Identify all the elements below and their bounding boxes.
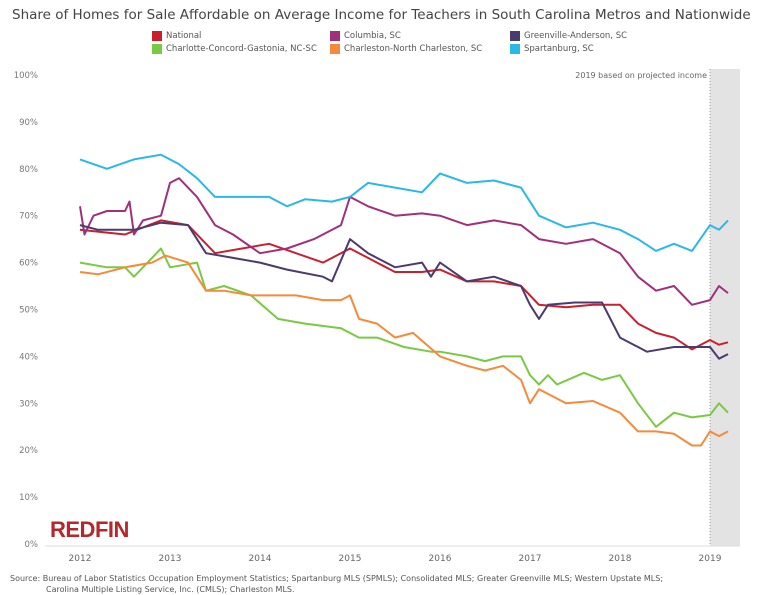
y-tick-label: 70% (19, 212, 38, 222)
legend-label: Spartanburg, SC (524, 44, 594, 54)
x-tick-label: 2015 (339, 554, 362, 564)
legend-swatch (152, 31, 162, 41)
legend-label: Columbia, SC (344, 31, 401, 41)
legend-item: Charleston-North Charleston, SC (330, 44, 510, 54)
y-tick-label: 50% (19, 306, 38, 316)
legend-item: National (152, 31, 330, 41)
redfin-logo: REDFIN (50, 517, 129, 542)
x-tick-label: 2018 (609, 554, 632, 564)
legend-item: Columbia, SC (330, 31, 510, 41)
x-tick-label: 2019 (699, 554, 722, 564)
series-line-national (79, 219, 729, 351)
legend-item: Greenville-Anderson, SC (510, 31, 690, 41)
x-tick-label: 2016 (429, 554, 452, 564)
legend-label: Greenville-Anderson, SC (524, 31, 628, 41)
legend-swatch (152, 44, 162, 54)
y-tick-label: 100% (14, 71, 38, 81)
series-line-columbia-sc (79, 177, 729, 306)
series-line-charleston-north-charleston-sc (79, 254, 729, 447)
series-line-greenville-anderson-sc (79, 221, 729, 360)
y-tick-label: 80% (19, 165, 38, 175)
x-tick-label: 2013 (159, 554, 182, 564)
y-tick-label: 20% (19, 446, 38, 456)
legend-label: Charleston-North Charleston, SC (344, 44, 483, 54)
series-line-spartanburg-sc (79, 153, 729, 252)
source-line-1: Source: Bureau of Labor Statistics Occup… (10, 574, 664, 583)
y-tick-label: 30% (19, 399, 38, 409)
y-tick-label: 10% (19, 493, 38, 503)
projected-shade (710, 69, 740, 546)
series-line-charlotte-concord-gastonia-nc-sc (79, 247, 729, 428)
legend-label: Charlotte-Concord-Gastonia, NC-SC (166, 44, 317, 54)
legend-item: Charlotte-Concord-Gastonia, NC-SC (152, 44, 330, 54)
legend-swatch (510, 31, 520, 41)
source-note: Source: Bureau of Labor Statistics Occup… (10, 573, 663, 595)
y-tick-label: 40% (19, 352, 38, 362)
x-tick-label: 2017 (519, 554, 542, 564)
chart-title: Share of Homes for Sale Affordable on Av… (12, 7, 751, 23)
source-line-2: Carolina Multiple Listing Service, Inc. … (46, 585, 295, 594)
x-tick-label: 2014 (249, 554, 272, 564)
annotation: 2019 based on projected income (575, 71, 707, 80)
y-tick-label: 0% (25, 540, 39, 550)
y-tick-label: 60% (19, 259, 38, 269)
legend: National Columbia, SC Greenville-Anderson,… (152, 31, 690, 54)
legend-label: National (166, 31, 202, 41)
y-tick-label: 90% (19, 118, 38, 128)
legend-item: Spartanburg, SC (510, 44, 690, 54)
legend-swatch (510, 44, 520, 54)
x-tick-label: 2012 (69, 554, 92, 564)
legend-swatch (330, 44, 340, 54)
legend-swatch (330, 31, 340, 41)
